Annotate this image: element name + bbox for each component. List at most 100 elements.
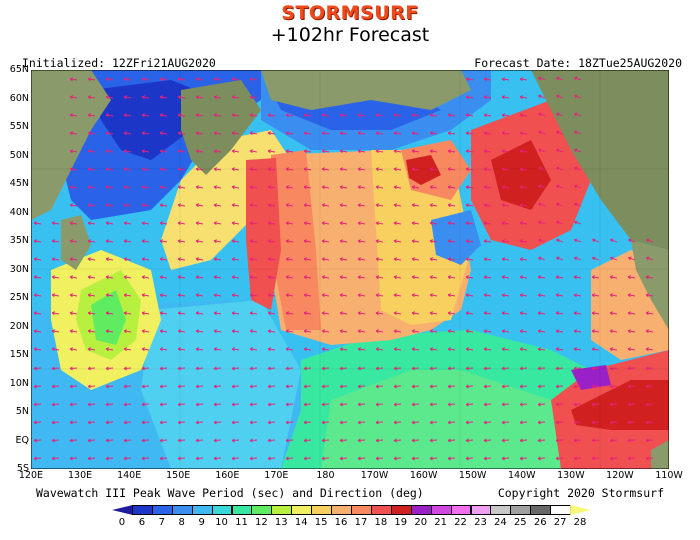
direction-arrow <box>393 366 402 371</box>
direction-arrow <box>195 113 204 118</box>
direction-arrow <box>249 185 258 190</box>
direction-arrow <box>609 311 618 316</box>
direction-arrow <box>465 77 474 82</box>
direction-arrow <box>177 366 186 371</box>
direction-arrow <box>537 438 546 443</box>
direction-arrow <box>574 202 582 207</box>
direction-arrow <box>465 149 474 154</box>
direction-arrow <box>105 167 114 172</box>
direction-arrow <box>411 329 420 334</box>
scale-label: 15 <box>314 517 328 528</box>
direction-arrow <box>141 402 150 407</box>
direction-arrow <box>105 221 114 226</box>
direction-arrow <box>33 293 42 298</box>
direction-arrow <box>69 257 78 262</box>
scale-label: 23 <box>474 517 487 528</box>
scale-label: 6 <box>138 517 146 528</box>
direction-arrow <box>411 239 420 244</box>
direction-arrow <box>69 329 78 334</box>
direction-arrow <box>501 113 510 118</box>
direction-arrow <box>105 257 114 262</box>
direction-arrow <box>285 203 294 208</box>
direction-arrow <box>556 202 564 207</box>
direction-arrow <box>519 293 528 298</box>
direction-arrow <box>609 329 618 334</box>
direction-arrow <box>429 366 438 371</box>
direction-arrow <box>573 456 582 461</box>
direction-arrow <box>501 257 510 262</box>
direction-arrow <box>87 77 96 82</box>
direction-arrow <box>123 420 132 425</box>
direction-arrow <box>610 238 618 243</box>
direction-arrow <box>159 221 168 226</box>
direction-arrow <box>627 293 636 298</box>
direction-arrow <box>429 275 438 280</box>
direction-arrow <box>87 311 96 316</box>
lat-label: 50N <box>9 149 29 161</box>
period-zone-17-central-west <box>271 150 321 330</box>
direction-arrow <box>447 402 456 407</box>
direction-arrow <box>195 275 204 280</box>
direction-arrow <box>411 366 420 371</box>
scale-swatch <box>131 505 153 515</box>
direction-arrow <box>645 329 654 334</box>
direction-arrow <box>393 402 402 407</box>
direction-arrow <box>87 131 96 136</box>
direction-arrow <box>141 203 150 208</box>
direction-arrow <box>33 347 42 352</box>
direction-arrow <box>195 221 204 226</box>
copyright-notice: Copyright 2020 Stormsurf <box>497 486 664 500</box>
direction-arrow <box>123 203 132 208</box>
direction-arrow <box>573 293 582 298</box>
direction-arrow <box>357 221 366 226</box>
direction-arrow <box>33 456 42 461</box>
direction-arrow <box>339 203 348 208</box>
direction-arrow <box>303 402 312 407</box>
direction-arrow <box>321 203 330 208</box>
direction-arrow <box>447 329 456 334</box>
direction-arrow <box>411 203 420 208</box>
direction-arrow <box>357 347 366 352</box>
direction-arrow <box>555 438 564 443</box>
direction-arrow <box>555 420 564 425</box>
direction-arrow <box>447 167 456 172</box>
direction-arrow <box>249 95 258 100</box>
direction-arrow <box>33 402 42 407</box>
direction-arrow <box>267 438 276 443</box>
direction-arrow <box>231 185 240 190</box>
direction-arrow <box>303 221 312 226</box>
direction-arrow <box>411 311 420 316</box>
direction-arrow <box>303 185 312 190</box>
direction-arrow <box>267 221 276 226</box>
direction-arrow <box>177 185 186 190</box>
direction-arrow <box>141 149 150 154</box>
scale-swatch <box>410 505 432 515</box>
direction-arrow <box>357 420 366 425</box>
direction-arrow <box>339 113 348 118</box>
direction-arrow <box>609 275 618 280</box>
direction-arrow <box>628 238 636 243</box>
direction-arrow <box>249 438 258 443</box>
direction-arrow <box>195 420 204 425</box>
direction-arrow <box>105 149 114 154</box>
direction-arrow <box>141 347 150 352</box>
direction-arrow <box>501 293 510 298</box>
direction-arrow <box>465 438 474 443</box>
direction-arrow <box>609 456 618 461</box>
direction-arrow <box>267 131 276 136</box>
direction-arrow <box>87 149 96 154</box>
direction-arrow <box>105 131 114 136</box>
direction-arrow <box>123 347 132 352</box>
direction-arrow <box>393 221 402 226</box>
direction-arrow <box>51 420 60 425</box>
direction-arrow <box>141 185 150 190</box>
direction-arrow <box>555 329 564 334</box>
direction-arrow <box>555 366 564 371</box>
direction-arrow <box>375 221 384 226</box>
direction-arrow <box>231 420 240 425</box>
direction-arrow <box>591 438 600 443</box>
direction-arrow <box>249 149 258 154</box>
direction-arrow <box>213 167 222 172</box>
direction-arrow <box>519 185 528 190</box>
direction-arrow <box>231 384 240 389</box>
